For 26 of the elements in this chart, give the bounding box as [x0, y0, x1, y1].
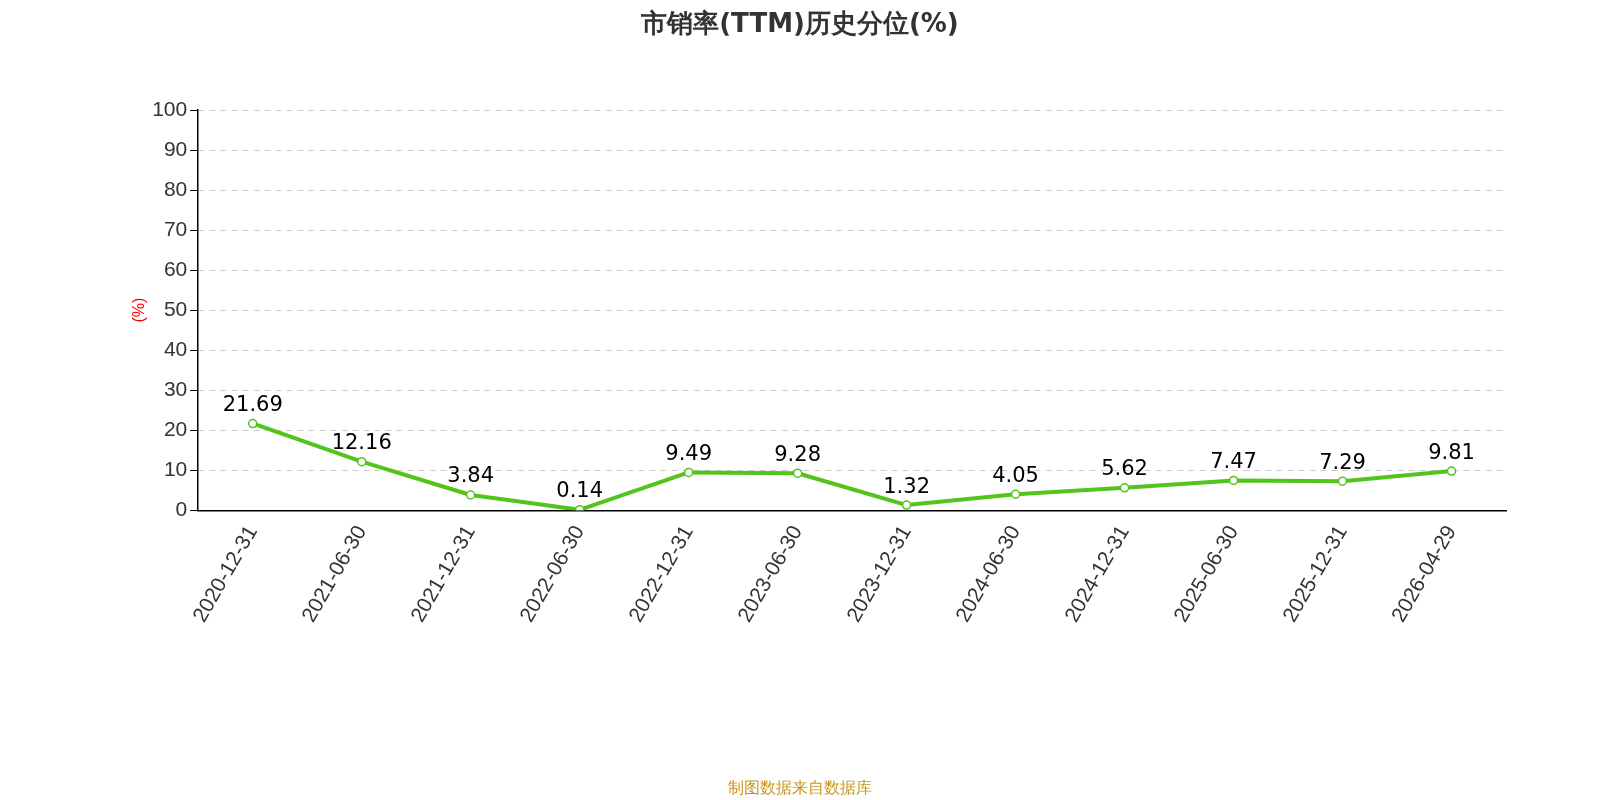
data-label: 3.84 [447, 463, 495, 488]
y-axis-title: (%) [130, 297, 148, 323]
data-label: 5.62 [1101, 456, 1148, 481]
y-tick-label: 80 [163, 176, 188, 200]
data-label: 9.49 [665, 440, 713, 465]
data-label: 7.29 [1319, 449, 1366, 474]
data-label: 4.05 [992, 462, 1039, 487]
chart-title: 市销率(TTM)历史分位(%) [640, 7, 960, 40]
data-label: 9.81 [1428, 439, 1475, 464]
y-tick-label: 40 [163, 337, 188, 361]
y-tick-label: 30 [163, 377, 188, 401]
y-tick-label: 100 [152, 96, 188, 120]
y-tick-label: 20 [163, 417, 188, 441]
y-tick-label: 0 [175, 497, 188, 521]
data-label: 0.14 [556, 478, 604, 503]
y-tick-label: 90 [163, 136, 188, 160]
y-tick-label: 50 [163, 296, 188, 320]
y-tick-label: 10 [163, 457, 188, 481]
text: 制图数据来自数据库 [727, 778, 873, 799]
data-label: 9.28 [774, 441, 822, 466]
y-tick-label: 70 [163, 216, 188, 240]
data-label: 1.32 [883, 473, 930, 498]
data-label: 21.69 [222, 391, 283, 416]
y-tick-label: 60 [163, 256, 188, 280]
data-label: 12.16 [331, 430, 392, 455]
data-label: 7.47 [1210, 448, 1257, 473]
